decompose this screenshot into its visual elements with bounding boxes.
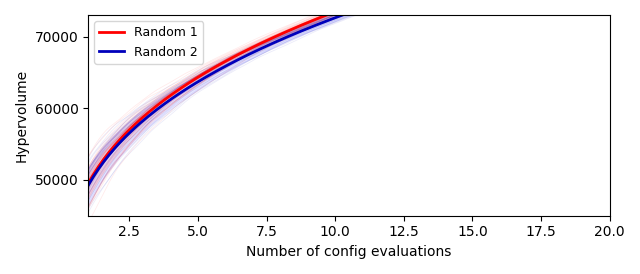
Random 2 bbox=[181, 88, 189, 92]
Random 1 bbox=[105, 150, 113, 154]
Line: Random 1: Random 1 bbox=[88, 0, 610, 184]
Line: Random 2: Random 2 bbox=[88, 0, 610, 185]
X-axis label: Number of config evaluations: Number of config evaluations bbox=[246, 245, 452, 259]
Random 2 bbox=[84, 184, 92, 187]
Random 1 bbox=[223, 59, 231, 62]
Random 2 bbox=[105, 153, 113, 156]
Random 1 bbox=[84, 182, 92, 185]
Random 1 bbox=[181, 84, 189, 87]
Legend: Random 1, Random 2: Random 1, Random 2 bbox=[95, 21, 203, 64]
Random 2 bbox=[116, 141, 124, 145]
Random 1 bbox=[116, 138, 124, 141]
Y-axis label: Hypervolume: Hypervolume bbox=[15, 69, 29, 162]
Random 2 bbox=[223, 64, 231, 67]
